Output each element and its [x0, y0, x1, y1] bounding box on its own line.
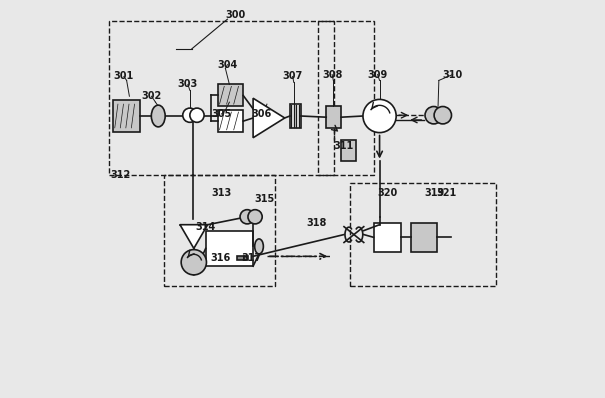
Text: 321: 321	[437, 188, 457, 198]
Text: 309: 309	[367, 70, 388, 80]
Bar	[113, 100, 140, 132]
Bar	[290, 104, 301, 128]
Bar	[109, 21, 334, 175]
Ellipse shape	[151, 105, 165, 127]
Bar	[206, 230, 253, 266]
Text: 301: 301	[114, 72, 134, 82]
Circle shape	[190, 108, 204, 122]
Text: 304: 304	[217, 60, 238, 70]
Circle shape	[183, 108, 197, 122]
Text: 308: 308	[322, 70, 342, 80]
Polygon shape	[180, 225, 208, 248]
Text: 320: 320	[378, 188, 397, 198]
Bar	[326, 106, 341, 128]
Text: 315: 315	[255, 194, 275, 204]
Bar	[218, 110, 243, 132]
Text: 314: 314	[195, 222, 216, 232]
Text: 300: 300	[225, 10, 246, 20]
Text: 311: 311	[334, 140, 354, 151]
Polygon shape	[253, 98, 285, 138]
Text: 310: 310	[443, 70, 463, 80]
Text: 312: 312	[111, 170, 131, 180]
Text: 318: 318	[306, 218, 327, 228]
Bar	[244, 256, 247, 260]
Bar	[218, 84, 243, 106]
Bar	[318, 21, 374, 175]
Text: 302: 302	[142, 91, 162, 101]
Circle shape	[425, 107, 442, 124]
Bar	[350, 183, 496, 286]
Bar	[411, 223, 437, 252]
Text: 307: 307	[283, 72, 302, 82]
Text: 305: 305	[211, 109, 232, 119]
Text: 317: 317	[241, 253, 261, 263]
Circle shape	[434, 107, 451, 124]
Bar	[374, 223, 401, 252]
Text: 306: 306	[251, 109, 271, 119]
Bar	[341, 140, 356, 162]
Circle shape	[181, 250, 206, 275]
Circle shape	[363, 100, 396, 133]
Text: 313: 313	[211, 188, 232, 198]
Circle shape	[248, 210, 262, 224]
Circle shape	[240, 210, 254, 224]
Ellipse shape	[255, 239, 263, 254]
Text: 303: 303	[178, 79, 198, 90]
Text: 319: 319	[425, 188, 445, 198]
Bar	[237, 256, 244, 260]
Bar	[164, 175, 275, 286]
Text: 316: 316	[210, 253, 231, 263]
